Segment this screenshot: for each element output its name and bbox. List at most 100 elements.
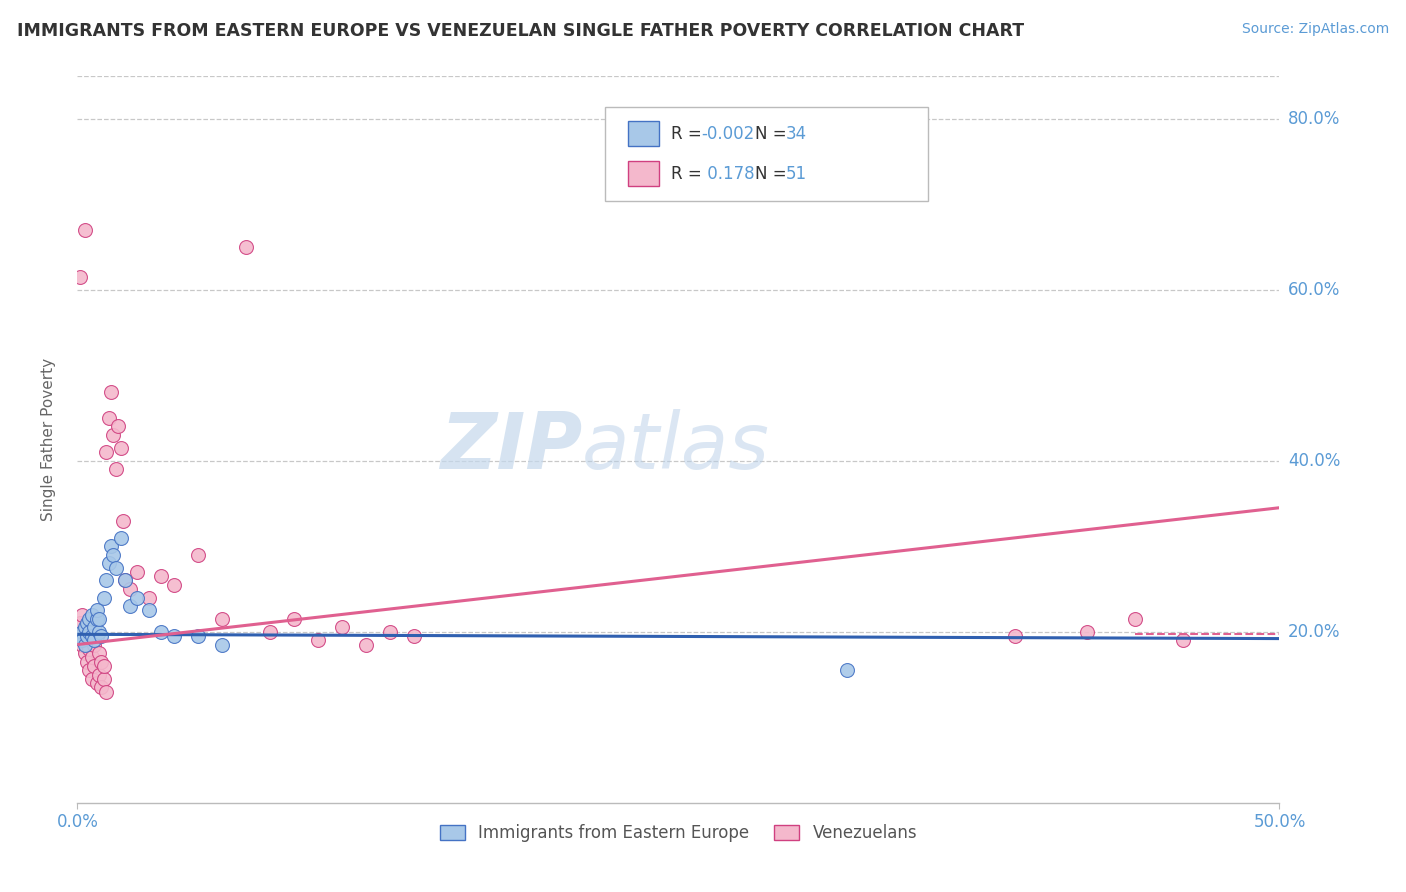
Point: [87, 667, 110, 681]
Point: [150, 569, 173, 583]
Point: [93, 591, 115, 605]
Point: [79, 624, 101, 639]
Point: [103, 428, 125, 442]
Point: [138, 591, 160, 605]
Point: [76, 629, 98, 643]
Point: [186, 629, 209, 643]
Point: [76, 655, 98, 669]
Text: 60.0%: 60.0%: [1288, 281, 1340, 299]
Point: [211, 612, 233, 626]
Text: 80.0%: 80.0%: [1288, 110, 1340, 128]
Point: [330, 620, 353, 634]
Point: [69, 629, 91, 643]
Point: [1123, 612, 1146, 626]
Point: [162, 578, 184, 592]
Point: [83, 633, 105, 648]
Point: [73, 646, 96, 660]
Text: Source: ZipAtlas.com: Source: ZipAtlas.com: [1241, 22, 1389, 37]
Text: 34: 34: [786, 125, 807, 143]
Point: [69, 616, 91, 631]
Point: [162, 629, 184, 643]
Point: [120, 599, 142, 613]
Point: [120, 582, 142, 596]
Point: [114, 574, 136, 588]
Point: [97, 557, 120, 571]
Point: [138, 603, 160, 617]
Point: [307, 633, 329, 648]
Point: [96, 684, 118, 698]
Point: [69, 269, 91, 284]
Point: [80, 650, 103, 665]
Point: [1076, 624, 1098, 639]
Point: [103, 548, 125, 562]
Point: [79, 663, 101, 677]
Point: [80, 672, 103, 686]
Point: [96, 445, 118, 459]
Point: [70, 638, 93, 652]
Point: [110, 441, 132, 455]
Point: [283, 612, 305, 626]
Text: R =: R =: [671, 125, 707, 143]
Point: [90, 629, 112, 643]
Point: [80, 607, 103, 622]
Point: [110, 531, 132, 545]
Y-axis label: Single Father Poverty: Single Father Poverty: [42, 358, 56, 521]
Text: R =: R =: [671, 165, 707, 183]
Point: [73, 624, 96, 639]
Point: [70, 607, 93, 622]
Point: [70, 633, 93, 648]
Point: [86, 603, 108, 617]
Point: [402, 629, 425, 643]
Point: [86, 612, 108, 626]
Point: [835, 663, 858, 677]
Point: [79, 641, 101, 656]
Point: [90, 655, 112, 669]
Text: 0.178: 0.178: [702, 165, 754, 183]
Point: [211, 638, 233, 652]
Point: [107, 419, 129, 434]
Text: ZIP: ZIP: [440, 409, 582, 484]
Point: [87, 612, 110, 626]
Point: [97, 411, 120, 425]
Point: [104, 560, 127, 574]
Point: [235, 240, 257, 254]
Text: -0.002: -0.002: [702, 125, 755, 143]
Point: [87, 646, 110, 660]
Point: [378, 624, 401, 639]
Point: [1173, 633, 1195, 648]
Point: [73, 223, 96, 237]
Point: [76, 616, 98, 631]
Point: [127, 565, 149, 579]
Point: [86, 629, 108, 643]
Point: [96, 574, 118, 588]
Point: [69, 629, 91, 643]
Point: [127, 591, 149, 605]
Point: [83, 620, 105, 634]
Point: [79, 612, 101, 626]
Text: IMMIGRANTS FROM EASTERN EUROPE VS VENEZUELAN SINGLE FATHER POVERTY CORRELATION C: IMMIGRANTS FROM EASTERN EUROPE VS VENEZU…: [17, 22, 1024, 40]
Point: [83, 659, 105, 673]
Legend: Immigrants from Eastern Europe, Venezuelans: Immigrants from Eastern Europe, Venezuel…: [433, 818, 924, 849]
Point: [114, 574, 136, 588]
Point: [100, 539, 122, 553]
Text: 40.0%: 40.0%: [1288, 451, 1340, 470]
Text: N =: N =: [755, 165, 792, 183]
Point: [186, 548, 209, 562]
Point: [111, 514, 134, 528]
Point: [73, 620, 96, 634]
Point: [259, 624, 281, 639]
Point: [76, 633, 98, 648]
Point: [150, 624, 173, 639]
Point: [354, 638, 377, 652]
Point: [73, 638, 96, 652]
Text: atlas: atlas: [582, 409, 770, 484]
Point: [1004, 629, 1026, 643]
Text: N =: N =: [755, 125, 792, 143]
Text: 51: 51: [786, 165, 807, 183]
Point: [83, 638, 105, 652]
Point: [93, 672, 115, 686]
Point: [86, 676, 108, 690]
Point: [100, 385, 122, 400]
Point: [80, 629, 103, 643]
Point: [70, 624, 93, 639]
